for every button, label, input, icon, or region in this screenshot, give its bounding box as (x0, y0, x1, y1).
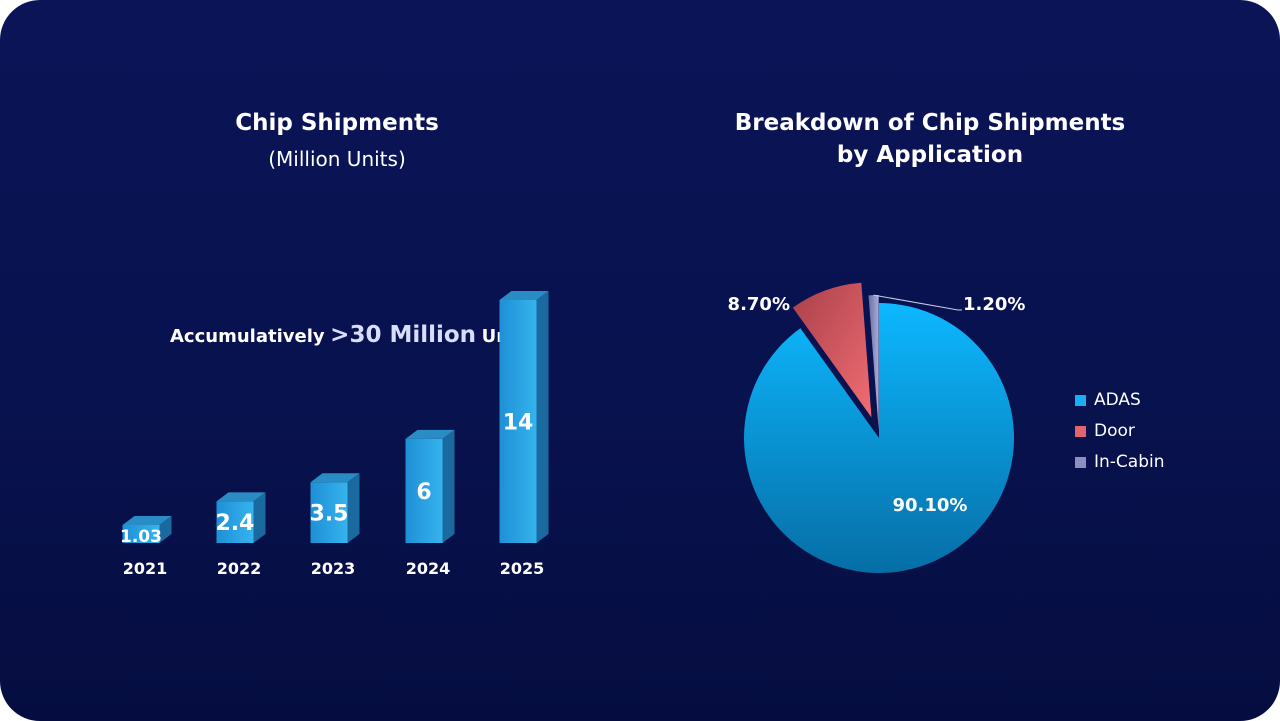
bar-top-2024 (405, 429, 455, 439)
x-tick-label: 2023 (311, 559, 356, 578)
x-tick-label: 2021 (123, 559, 168, 578)
bar-top-2021 (122, 516, 172, 525)
bar-front-2021 (122, 525, 160, 543)
pie-label-door: 8.70% (728, 294, 790, 315)
legend-label-door: Door (1094, 421, 1135, 441)
bar-2021 (122, 516, 172, 543)
bar-chart: 1.03 2021 2.4 2022 3.5 2023 6 2024 14 2025 (120, 291, 549, 578)
pie-label-in-cabin: 1.20% (963, 294, 1025, 315)
legend-label-in-cabin: In-Cabin (1094, 452, 1165, 472)
leader-line-in-cabin (873, 294, 962, 311)
bar-2024 (405, 429, 455, 543)
bar-top-2025 (499, 291, 549, 300)
pie-slice-adas (743, 303, 1015, 573)
x-tick-label: 2025 (500, 559, 545, 578)
bar-value-label: 14 (503, 411, 534, 436)
legend-swatch-door (1075, 425, 1086, 437)
pie-slice-in-cabin (868, 295, 879, 431)
bar-side-2023 (347, 473, 360, 543)
pie-chart-title-line2: by Application (836, 142, 1024, 168)
pie-slice-door (792, 282, 872, 418)
bar-side-2022 (253, 492, 266, 543)
pie-chart-title-line1: Breakdown of Chip Shipments (734, 110, 1126, 136)
bar-2023 (310, 473, 360, 543)
bar-2025 (499, 291, 549, 543)
legend-item-in-cabin: In-Cabin (1075, 452, 1165, 472)
bar-front-2023 (310, 482, 348, 543)
x-tick-label: 2022 (217, 559, 262, 578)
annotation-prefix: Accumulatively (170, 326, 325, 347)
bar-side-2025 (536, 291, 549, 543)
bar-2022 (216, 492, 266, 543)
legend-item-adas: ADAS (1075, 390, 1141, 410)
x-tick-label: 2024 (406, 559, 451, 578)
bar-side-2021 (159, 516, 172, 543)
pie-label-adas: 90.10% (893, 495, 968, 516)
bar-front-2025 (499, 300, 537, 543)
annotation-highlight: >30 Million (330, 322, 477, 348)
bar-top-2022 (216, 492, 266, 502)
bar-front-2022 (216, 501, 254, 543)
legend-label-adas: ADAS (1094, 390, 1141, 410)
bar-top-2023 (310, 473, 360, 483)
bar-value-label: 3.5 (310, 502, 349, 527)
bar-value-label: 6 (416, 480, 431, 505)
legend-swatch-adas (1075, 394, 1086, 406)
bar-chart-title: Chip Shipments (235, 110, 439, 136)
bar-front-2024 (405, 438, 443, 543)
bar-value-label: 2.4 (216, 511, 255, 536)
legend-item-door: Door (1075, 421, 1135, 441)
bar-chart-subtitle: (Million Units) (268, 147, 406, 171)
legend-swatch-in-cabin (1075, 456, 1086, 468)
bar-value-label: 1.03 (120, 527, 162, 547)
bar-side-2024 (442, 429, 455, 543)
pie-chart-title: Breakdown of Chip Shipments by Applicati… (700, 107, 1160, 171)
